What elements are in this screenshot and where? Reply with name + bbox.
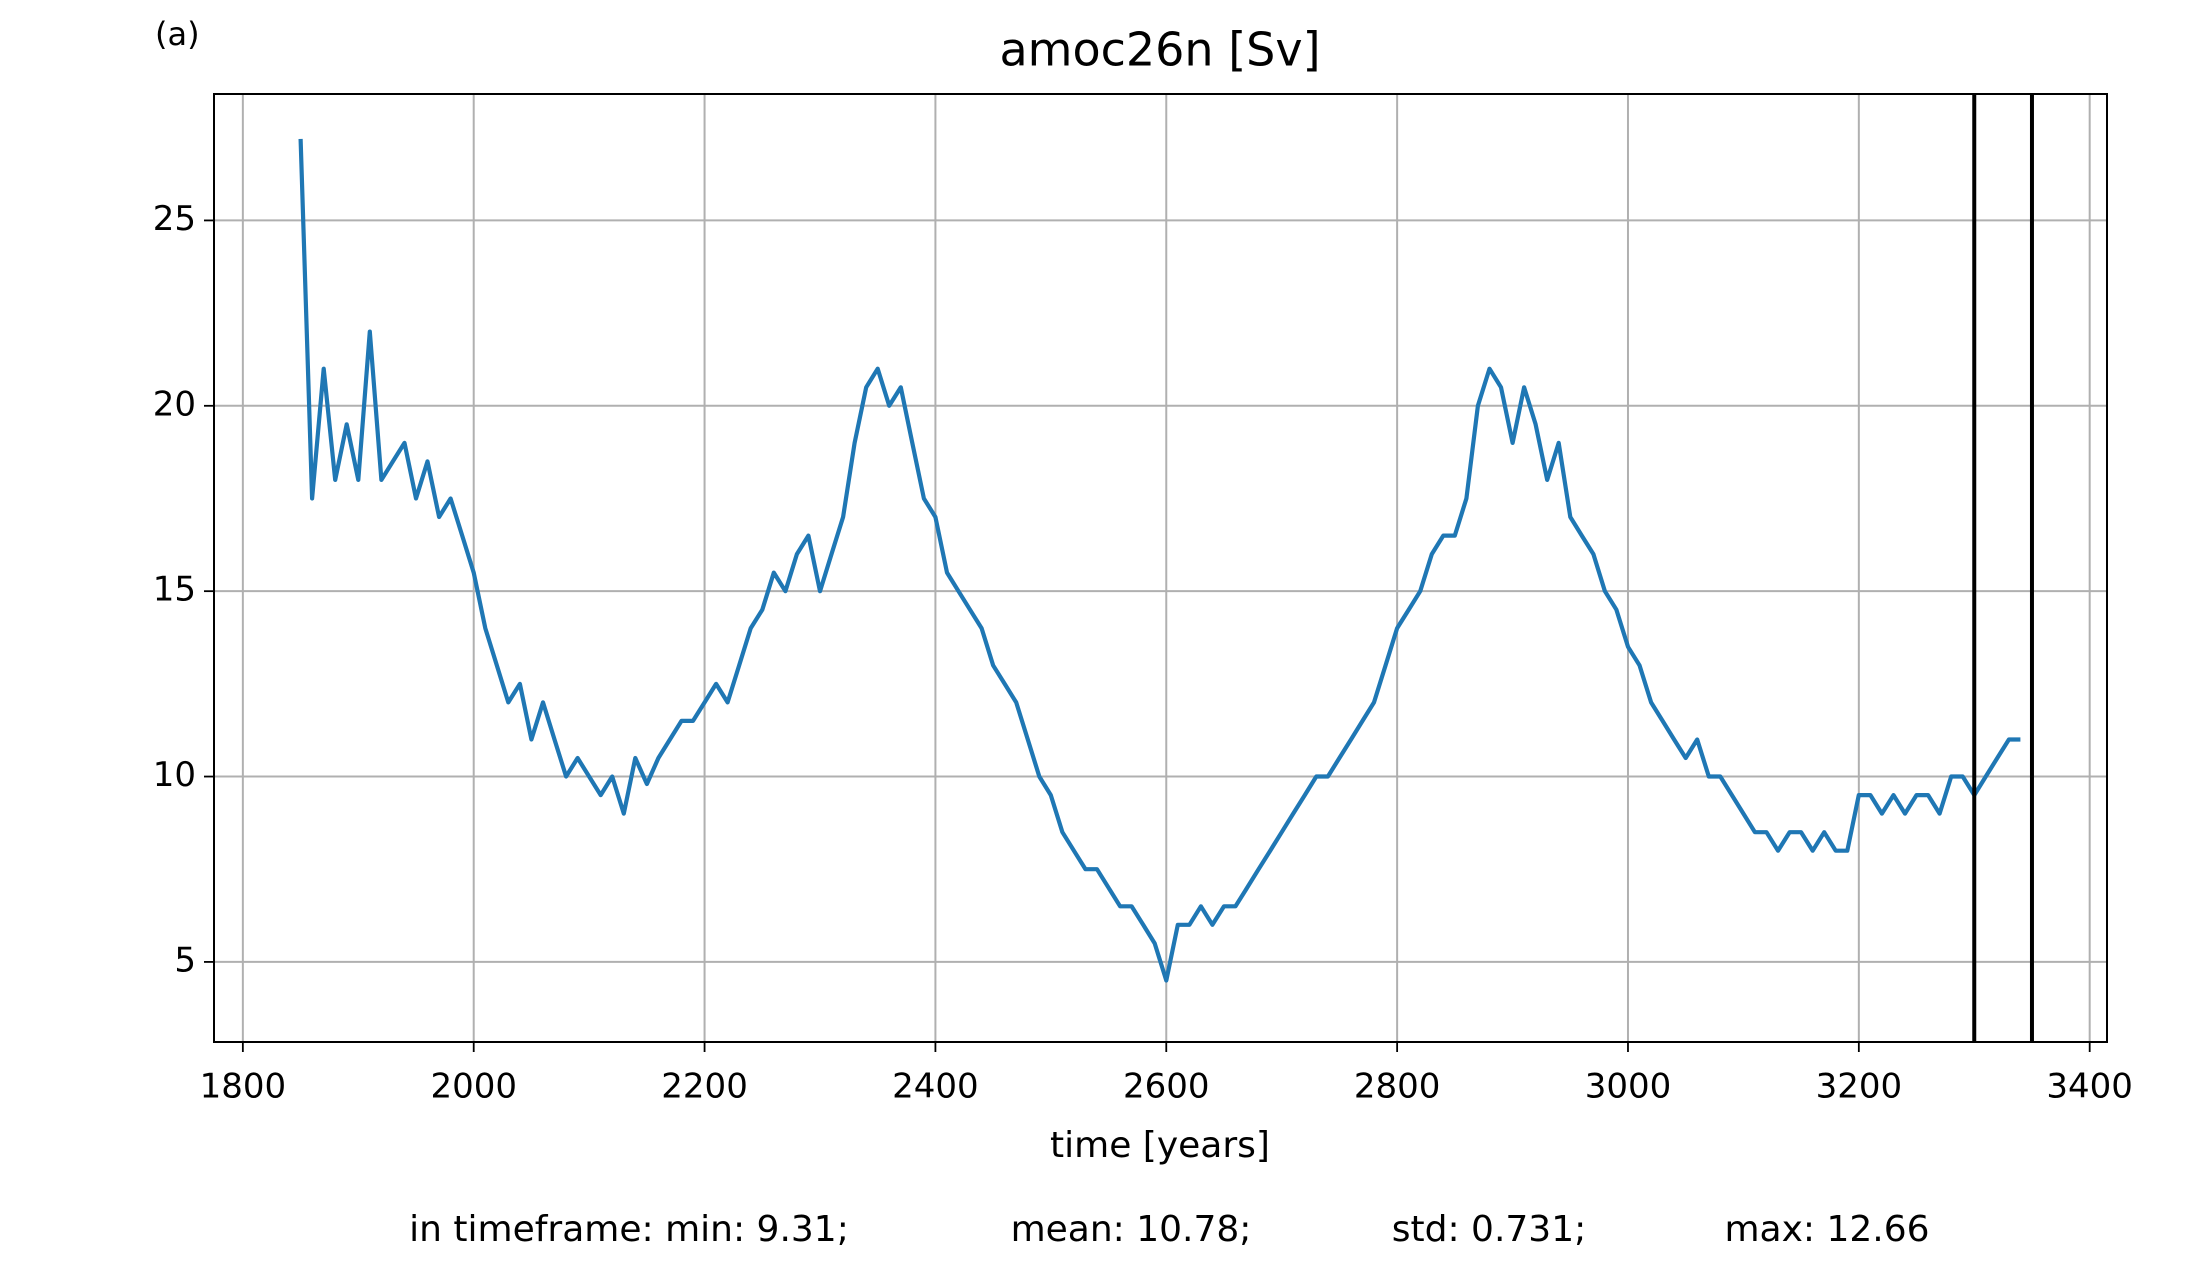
stat-text: mean: 10.78; [1011,1209,1252,1250]
data-line [298,138,2021,983]
y-tick-label: 25 [153,199,196,239]
stat-text: max: 12.66 [1724,1209,1929,1250]
y-tick-label: 15 [153,570,196,610]
chart-title: amoc26n [Sv] [999,23,1320,77]
panel-label: (a) [155,15,200,53]
y-tick-label: 20 [153,384,196,424]
y-tick-label: 5 [174,940,196,980]
stat-text: std: 0.731; [1392,1209,1586,1250]
stat-text: in timeframe: min: 9.31; [409,1209,849,1250]
x-axis-label: time [years] [1050,1125,1270,1166]
x-tick-label: 3000 [1585,1067,1672,1107]
x-tick-label: 1800 [200,1067,287,1107]
x-tick-label: 2400 [892,1067,979,1107]
x-tick-label: 2600 [1123,1067,1210,1107]
plot-frame [213,93,2108,1043]
x-tick-label: 2800 [1354,1067,1441,1107]
x-tick-label: 3400 [2046,1067,2133,1107]
x-tick-label: 2000 [430,1067,517,1107]
x-tick-label: 3200 [1816,1067,1903,1107]
x-tick-label: 2200 [661,1067,748,1107]
y-tick-label: 10 [153,755,196,795]
